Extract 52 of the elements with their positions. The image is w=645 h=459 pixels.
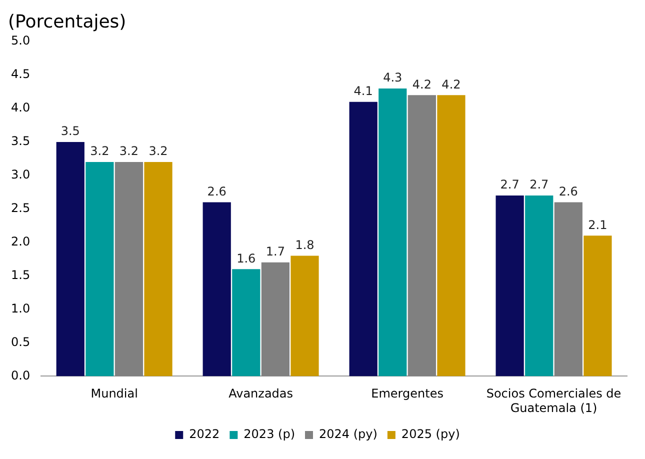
y-tick-label: 4.5 [10, 67, 30, 82]
bar [525, 196, 554, 376]
bar [584, 236, 612, 376]
bar [437, 95, 466, 376]
data-label: 4.3 [383, 70, 402, 85]
data-label: 2.7 [530, 178, 549, 192]
y-tick-label: 1.5 [10, 268, 30, 282]
bar [114, 162, 144, 376]
y-tick-label: 2.5 [10, 201, 30, 216]
data-label: 1.8 [295, 238, 314, 252]
data-label: 3.2 [119, 144, 139, 158]
data-label: 2.6 [207, 184, 226, 198]
bar [496, 196, 524, 376]
x-tick-label: Socios Comerciales de Guatemala (1) [486, 386, 622, 415]
y-tick-label: 1.0 [10, 301, 30, 316]
y-tick-label: 5.0 [10, 34, 30, 48]
x-tick-label: Avanzadas [228, 386, 294, 401]
bar [261, 262, 290, 376]
bar [202, 202, 231, 376]
data-label: 2.6 [558, 184, 578, 198]
data-label: 3.5 [60, 124, 80, 138]
data-label: 4.2 [442, 77, 461, 92]
bar [290, 256, 319, 376]
chart-title: (Porcentajes) [8, 11, 126, 32]
legend-label: 2025 (py) [401, 427, 460, 442]
data-label: 2.1 [588, 218, 608, 232]
y-tick-label: 0.5 [10, 334, 30, 349]
bar [408, 95, 436, 376]
bar [349, 102, 378, 376]
x-tick-label: Mundial [90, 386, 138, 401]
y-tick-label: 2.0 [10, 234, 30, 248]
y-tick-label: 3.0 [10, 168, 30, 182]
data-label: 3.2 [90, 144, 110, 158]
data-label: 1.7 [266, 244, 285, 259]
data-label: 2.7 [500, 178, 520, 192]
data-label: 1.6 [236, 251, 256, 266]
legend-label: 2023 (p) [244, 427, 296, 442]
bar [232, 269, 260, 376]
data-label: 3.2 [148, 144, 168, 158]
bar [86, 162, 114, 376]
y-tick-label: 0.0 [10, 368, 30, 382]
bar [144, 162, 172, 376]
data-label: 4.2 [412, 77, 432, 92]
legend-label: 2022 [189, 427, 220, 442]
bar [554, 202, 582, 376]
bar [56, 142, 84, 376]
y-tick-label: 3.5 [10, 134, 30, 148]
data-label: 4.1 [354, 84, 373, 98]
legend-label: 2024 (py) [319, 427, 378, 442]
bar [378, 88, 407, 376]
y-tick-label: 4.0 [10, 100, 30, 115]
x-tick-label: Emergentes [371, 386, 444, 401]
